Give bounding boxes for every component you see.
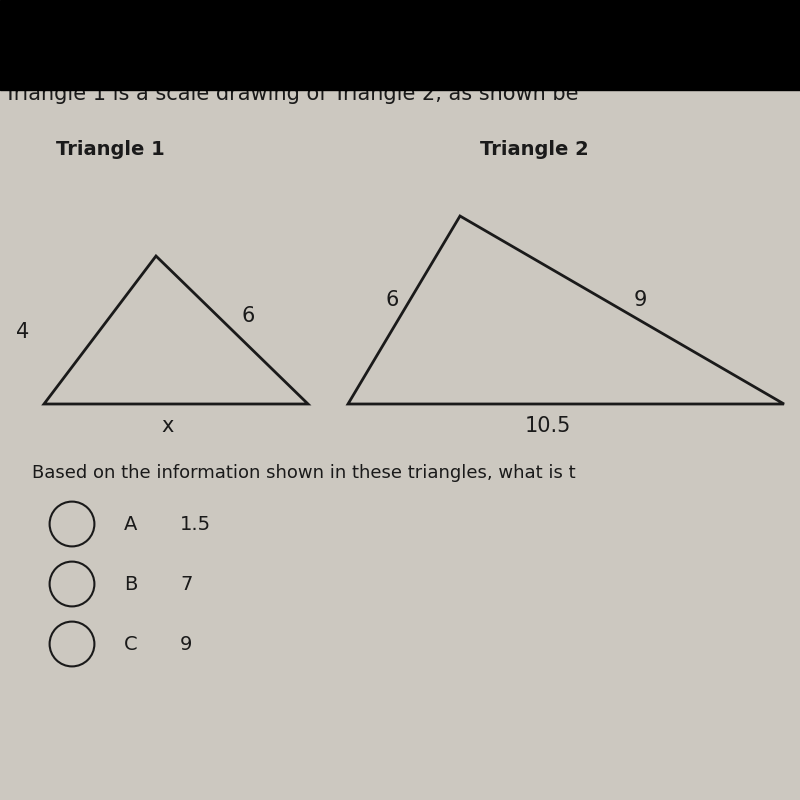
Text: B: B (124, 574, 138, 594)
Text: Triangle 1 is a scale drawing of Triangle 2, as shown be: Triangle 1 is a scale drawing of Triangl… (4, 84, 578, 104)
Text: 9: 9 (634, 290, 646, 310)
Text: 7: 7 (180, 574, 192, 594)
Text: 6: 6 (386, 290, 398, 310)
Text: C: C (124, 634, 138, 654)
Text: A: A (124, 514, 138, 534)
Bar (0, 0, 800, 90)
Text: Triangle 2: Triangle 2 (480, 140, 589, 159)
Text: 4: 4 (16, 322, 29, 342)
Text: 6: 6 (242, 306, 254, 326)
Text: x: x (162, 416, 174, 435)
Text: 10.5: 10.5 (525, 416, 571, 435)
Text: 9: 9 (180, 634, 192, 654)
Text: Triangle 1: Triangle 1 (56, 140, 165, 159)
Text: Based on the information shown in these triangles, what is t: Based on the information shown in these … (32, 464, 576, 482)
Text: 1.5: 1.5 (180, 514, 211, 534)
